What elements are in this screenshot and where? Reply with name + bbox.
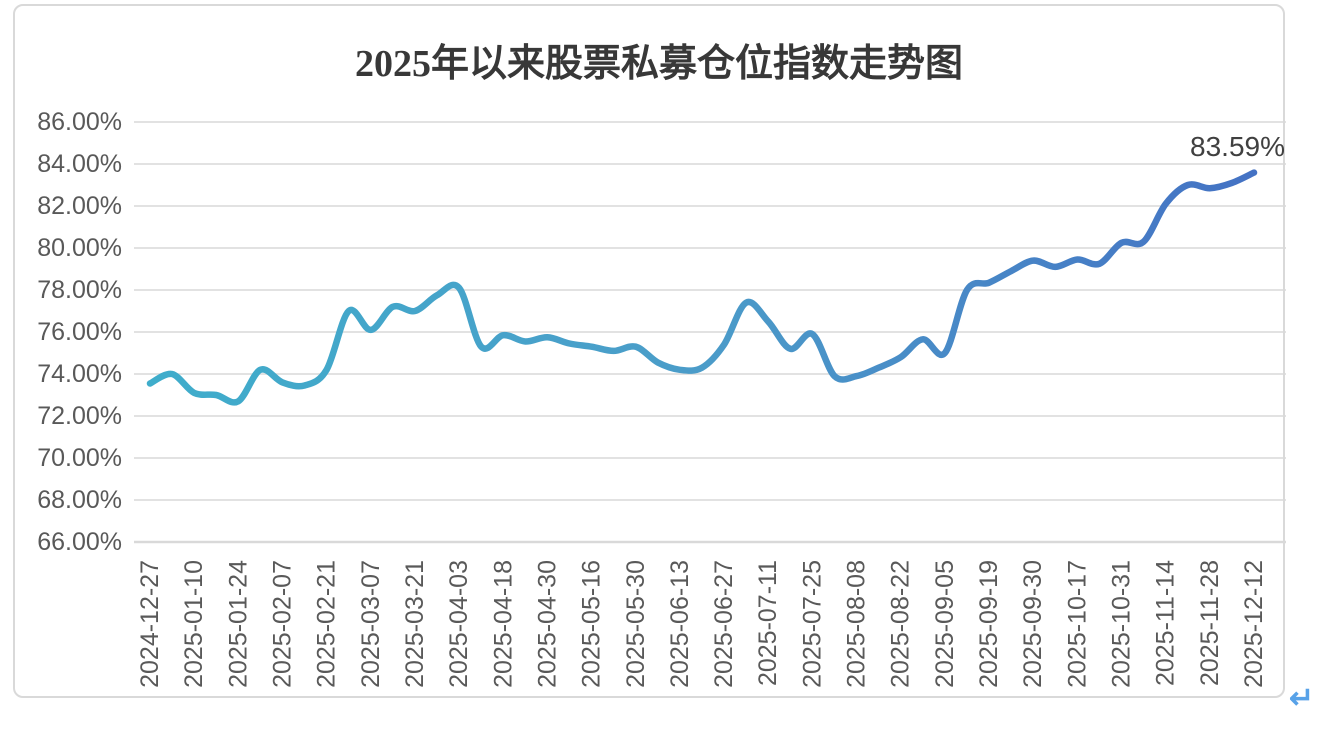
x-axis-tick-label: 2025-10-17 <box>1063 560 1091 688</box>
x-axis-tick-label: 2025-01-10 <box>180 560 208 688</box>
x-axis-tick-label: 2025-03-07 <box>357 560 385 688</box>
y-axis-tick-label: 86.00% <box>37 108 122 136</box>
x-axis-tick-label: 2025-09-19 <box>975 560 1003 688</box>
y-axis-tick-label: 66.00% <box>37 528 122 556</box>
series-line-path <box>146 169 1258 406</box>
y-axis-tick-label: 78.00% <box>37 276 122 304</box>
series-end-data-label: 83.59% <box>1190 131 1285 162</box>
x-axis-tick-label: 2025-04-18 <box>489 560 517 688</box>
y-axis-tick-label: 74.00% <box>37 360 122 388</box>
x-axis-tick-label: 2025-02-07 <box>268 560 296 688</box>
x-axis-tick-label: 2025-10-31 <box>1108 560 1136 688</box>
x-axis-tick-label: 2025-04-30 <box>533 560 561 688</box>
x-axis-tick-label: 2025-06-13 <box>666 560 694 688</box>
x-axis-tick-label: 2025-02-21 <box>313 560 341 688</box>
paragraph-return-mark-icon: ↵ <box>1289 682 1315 715</box>
x-axis-tick-label: 2025-11-28 <box>1196 560 1224 686</box>
series-line <box>146 169 1258 406</box>
y-axis-tick-label: 68.00% <box>37 486 122 514</box>
x-axis: 2024-12-27 2025-01-10 2025-01-24 2025-02-07… <box>136 560 1268 688</box>
x-axis-tick-label: 2025-07-11 <box>754 560 782 686</box>
x-axis-tick-label: 2025-01-24 <box>224 560 252 688</box>
y-axis-tick-label: 80.00% <box>37 234 122 262</box>
y-axis-tick-label: 82.00% <box>37 192 122 220</box>
x-axis-tick-label: 2025-06-27 <box>710 560 738 688</box>
x-axis-tick-label: 2025-12-12 <box>1240 560 1268 688</box>
x-axis-tick-label: 2025-09-05 <box>931 560 959 688</box>
x-axis-tick-label: 2025-05-16 <box>578 560 606 688</box>
x-axis-tick-label: 2025-08-08 <box>843 560 871 688</box>
y-axis: 86.00% 84.00% 82.00% 80.00% 78.00% 76.00% 74.0… <box>37 108 122 556</box>
x-axis-tick-label: 2025-04-03 <box>445 560 473 688</box>
x-axis-tick-label: 2025-08-22 <box>887 560 915 688</box>
x-axis-tick-label: 2025-03-21 <box>401 560 429 688</box>
y-axis-tick-label: 76.00% <box>37 318 122 346</box>
chart-title: 2025年以来股票私募仓位指数走势图 <box>354 43 963 85</box>
x-axis-tick-label: 2025-05-30 <box>622 560 650 688</box>
x-axis-tick-label: 2025-07-25 <box>798 560 826 688</box>
y-axis-tick-label: 72.00% <box>37 402 122 430</box>
y-axis-tick-label: 70.00% <box>37 444 122 472</box>
y-axis-tick-label: 84.00% <box>37 150 122 178</box>
gridlines <box>134 121 1286 544</box>
x-axis-tick-label: 2024-12-27 <box>136 560 164 688</box>
chart-frame[interactable] <box>13 4 1285 698</box>
x-axis-tick-label: 2025-11-14 <box>1152 560 1180 686</box>
x-axis-tick-label: 2025-09-30 <box>1019 560 1047 688</box>
